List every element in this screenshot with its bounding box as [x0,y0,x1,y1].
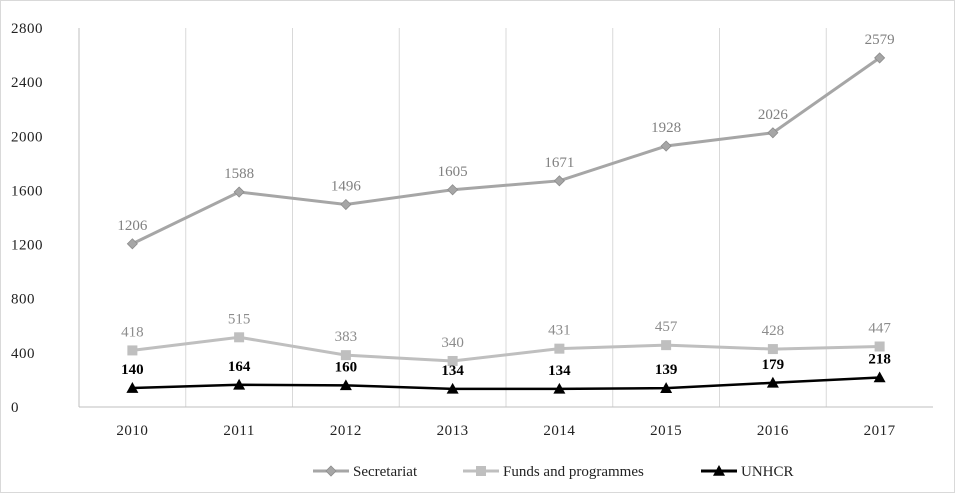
y-tick-label: 2000 [11,129,43,145]
data-point [447,184,459,196]
data-point [446,382,459,394]
data-label: 160 [335,359,358,375]
data-point [873,371,886,383]
x-tick-label: 2017 [864,423,896,439]
data-label: 2579 [865,32,895,48]
data-label: 1671 [544,155,574,171]
data-label: 134 [441,363,464,379]
x-tick-label: 2012 [330,423,362,439]
x-tick-label: 2010 [116,423,148,439]
data-label: 139 [655,362,678,378]
data-point [660,140,672,152]
data-point [767,344,778,355]
data-point [553,175,565,187]
data-label: 134 [548,363,571,379]
data-point [233,378,246,390]
data-label: 1206 [117,218,148,234]
series-line [132,335,880,363]
y-tick-label: 2800 [11,21,43,37]
data-point [766,376,779,388]
data-point [447,355,458,366]
data-label: 140 [121,362,144,378]
legend-label: UNHCR [741,464,794,480]
data-label: 2026 [758,107,789,123]
data-point [126,238,138,250]
data-point [234,332,245,343]
legend-label: Secretariat [353,464,418,480]
data-point [767,127,779,139]
data-label: 431 [548,323,571,339]
data-label: 418 [121,324,144,340]
y-tick-label: 800 [11,292,35,308]
data-point [874,341,885,352]
x-tick-label: 2016 [757,423,789,439]
legend-label: Funds and programmes [503,464,644,480]
y-tick-label: 1200 [11,238,43,254]
data-point [553,382,566,394]
legend-marker [713,465,725,476]
data-point [340,198,352,211]
data-label: 218 [868,351,891,367]
data-label: 164 [228,359,251,375]
data-label: 340 [441,335,464,351]
data-point [127,345,138,356]
data-point [339,379,352,391]
data-label: 1928 [651,120,681,136]
data-label: 428 [762,323,785,339]
series-line [132,376,880,391]
y-tick-label: 400 [11,346,35,362]
data-label: 447 [868,320,891,336]
data-label: 515 [228,311,251,327]
x-tick-label: 2015 [650,423,682,439]
data-label: 383 [335,329,358,345]
x-tick-label: 2014 [543,423,575,439]
data-point [126,382,139,393]
y-tick-label: 2400 [11,75,43,91]
y-tick-label: 1600 [11,183,43,199]
legend-marker [325,465,337,477]
y-tick-label: 0 [11,400,19,416]
x-tick-label: 2013 [437,423,469,439]
data-point [233,186,245,198]
data-label: 1605 [438,164,468,180]
data-label: 1588 [224,166,254,182]
data-label: 1496 [331,179,362,195]
data-label: 179 [762,357,785,373]
data-point [874,52,886,64]
series-line [131,56,881,246]
x-tick-label: 2011 [223,423,254,439]
data-point [660,382,673,393]
data-point [661,340,672,351]
data-point [340,350,351,361]
data-point [554,343,565,354]
legend-marker [476,466,486,476]
data-label: 457 [655,319,678,335]
